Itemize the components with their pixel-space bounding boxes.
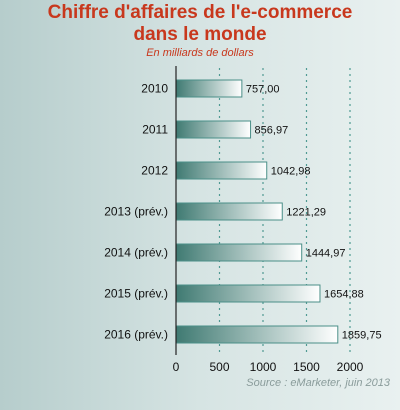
value-label-2: 1042,98: [271, 166, 311, 178]
x-tick-label-1500: 1500: [293, 360, 320, 374]
bar-1: [175, 120, 252, 139]
category-label-5: 2015 (prév.): [104, 287, 168, 301]
value-label-6: 1859,75: [342, 330, 382, 342]
chart-title-line-1: Chiffre d'affaires de l'e-commerce: [47, 2, 353, 23]
chart-title: Chiffre d'affaires de l'e-commerce dans …: [0, 2, 400, 46]
category-label-6: 2016 (prév.): [104, 328, 168, 342]
x-tick-label-1000: 1000: [250, 360, 277, 374]
x-tick-label-0: 0: [173, 360, 180, 374]
axis-layer: 2010 757,00 2011 856,97 2012 1042,98 2013 (pré…: [104, 66, 382, 374]
bar-5: [175, 284, 321, 303]
value-label-0: 757,00: [246, 84, 280, 96]
chart-subtitle: En milliards de dollars: [146, 47, 254, 59]
bar-2: [175, 161, 268, 180]
x-tick-label-500: 500: [209, 360, 229, 374]
value-label-3: 1221,29: [286, 207, 326, 219]
value-label-4: 1444,97: [306, 248, 346, 260]
category-label-2: 2012: [141, 164, 168, 178]
category-label-4: 2014 (prév.): [104, 246, 168, 260]
value-label-1: 856,97: [255, 125, 289, 137]
category-label-3: 2013 (prév.): [104, 205, 168, 219]
category-label-0: 2010: [141, 82, 168, 96]
x-tick-label-2000: 2000: [337, 360, 364, 374]
bar-6: [175, 325, 339, 344]
category-label-1: 2011: [142, 123, 168, 137]
chart-title-line-2: dans le monde: [133, 24, 267, 45]
bar-4: [175, 243, 303, 262]
bar-layer: [175, 79, 339, 344]
bar-3: [175, 202, 283, 221]
bar-0: [175, 79, 243, 98]
source-note: Source : eMarketer, juin 2013: [246, 377, 390, 389]
value-label-5: 1654,88: [324, 289, 364, 301]
